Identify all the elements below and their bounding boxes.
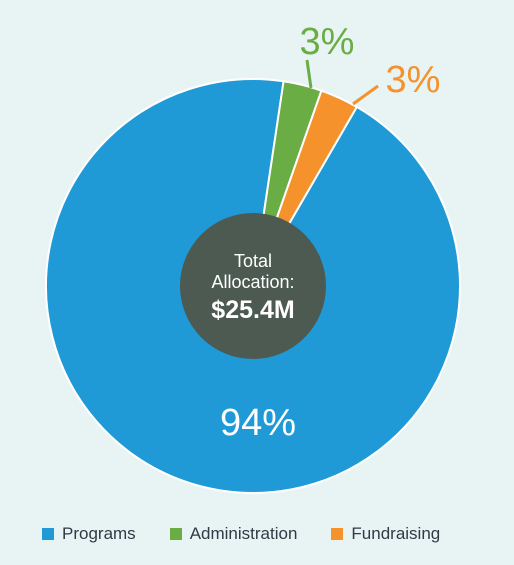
center-label-line2: Allocation: xyxy=(211,272,294,292)
slice-label-programs: 94% xyxy=(220,402,296,444)
legend-item-fundraising: Fundraising xyxy=(331,524,440,544)
center-label-line1: Total xyxy=(234,251,272,271)
slice-labels: 94% 3% 3% xyxy=(220,21,440,444)
legend-item-programs: Programs xyxy=(42,524,136,544)
legend: Programs Administration Fundraising xyxy=(42,524,474,544)
legend-item-administration: Administration xyxy=(169,524,298,544)
leader-lines xyxy=(305,59,379,106)
legend-swatch-administration xyxy=(169,528,182,540)
leader-line-fundraising xyxy=(352,84,379,106)
legend-swatch-fundraising xyxy=(331,528,344,540)
center-total-value: $25.4M xyxy=(211,296,294,324)
leader-line-administration xyxy=(305,59,313,89)
center-circle xyxy=(180,213,326,359)
slice-label-fundraising: 3% xyxy=(386,59,441,101)
legend-label-administration: Administration xyxy=(189,524,298,543)
legend-label-fundraising: Fundraising xyxy=(351,524,441,543)
slice-label-administration: 3% xyxy=(300,21,355,63)
legend-label-programs: Programs xyxy=(62,524,136,543)
legend-swatch-programs xyxy=(42,528,54,540)
